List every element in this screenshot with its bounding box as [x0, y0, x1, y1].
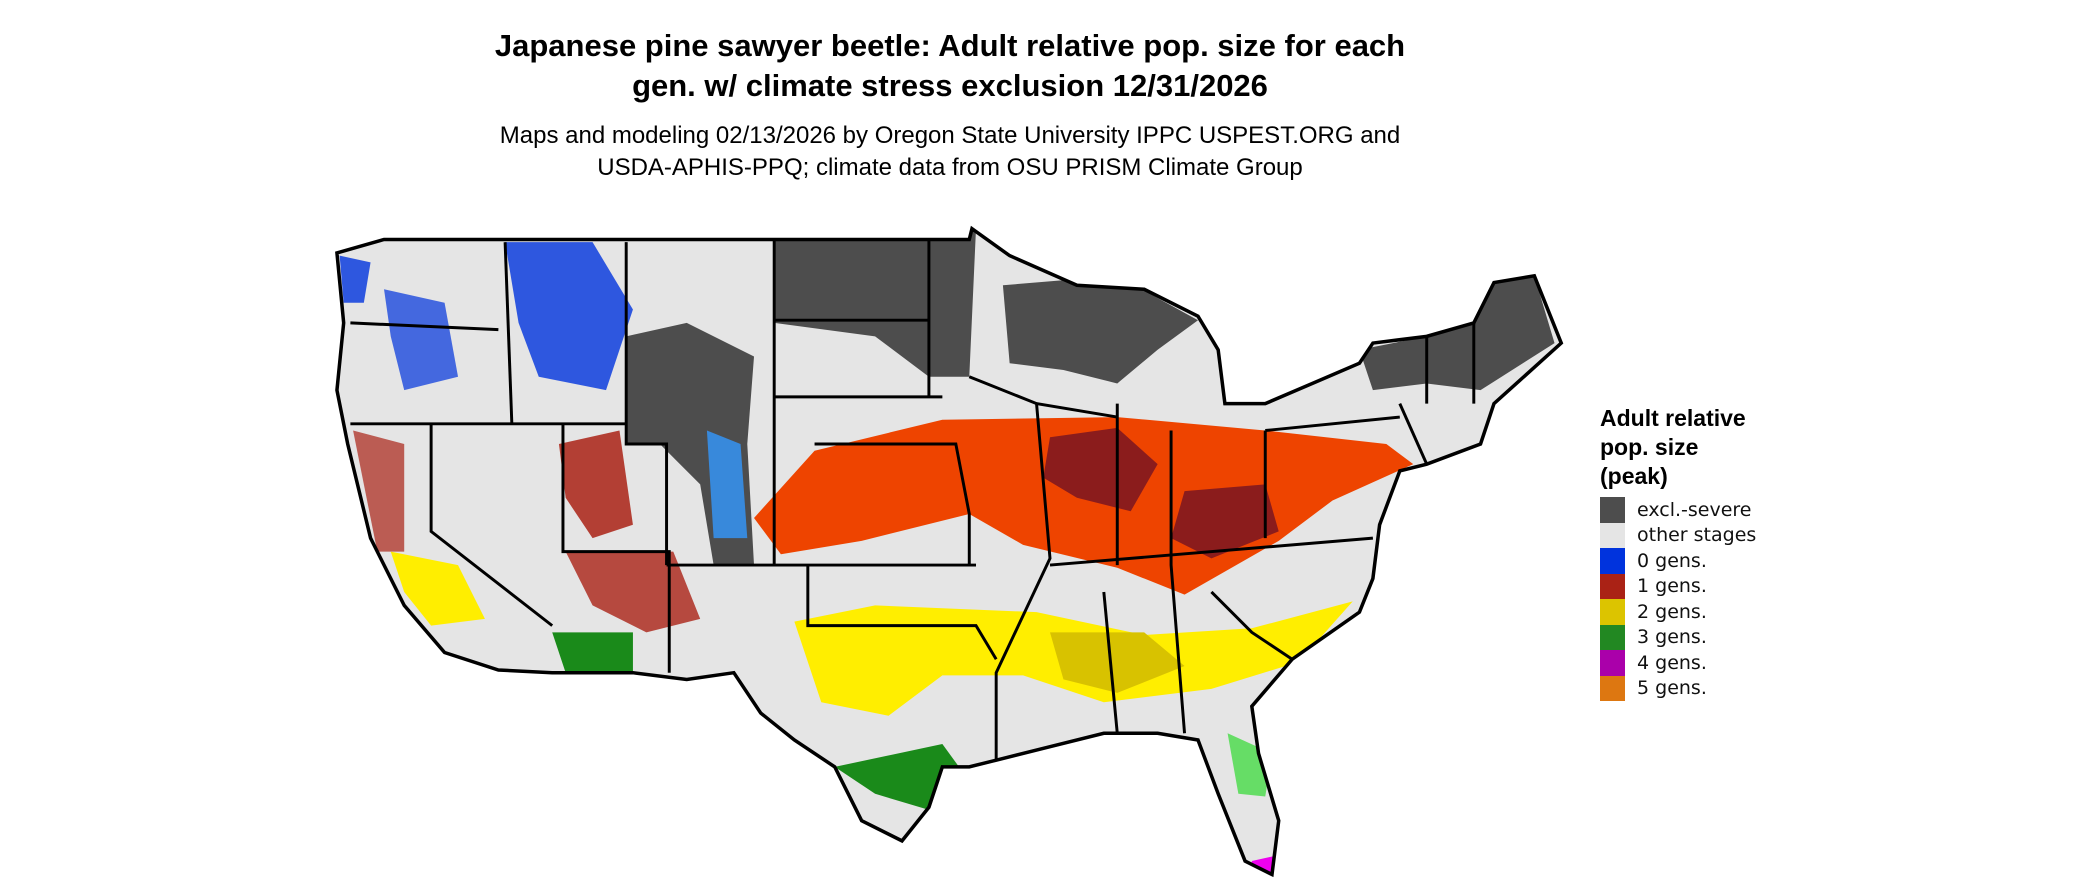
legend-label: excl.-severe	[1637, 498, 1752, 521]
three-gen-region	[552, 632, 633, 673]
legend-label: other stages	[1637, 524, 1757, 547]
subtitle-line-2: USDA-APHIS-PPQ; climate data from OSU PR…	[597, 154, 1303, 181]
state-borders	[350, 239, 1476, 761]
legend-item: other stages	[1600, 522, 1757, 548]
excl-severe-region	[1359, 275, 1555, 391]
three-gen-region	[834, 744, 964, 810]
legend-item: 0 gens.	[1600, 548, 1756, 574]
legend-swatch	[1600, 650, 1625, 676]
map-title: Japanese pine sawyer beetle: Adult relat…	[0, 26, 1900, 106]
legend-item: 5 gens.	[1600, 675, 1756, 701]
two-gen-west-region	[390, 551, 485, 626]
one-gen-west-region	[565, 551, 701, 633]
legend-swatch	[1600, 573, 1625, 599]
legend-item: 4 gens.	[1600, 650, 1756, 676]
legend-items: excl.-severe other stages 0 gens. 1 gens. 2 …	[1600, 497, 1756, 701]
title-line-1: Japanese pine sawyer beetle: Adult relat…	[494, 28, 1406, 63]
legend-swatch	[1600, 497, 1625, 523]
legend-item: 3 gens.	[1600, 624, 1756, 650]
legend-item: 1 gens.	[1600, 573, 1756, 599]
legend-item: excl.-severe	[1600, 497, 1756, 523]
one-gen-dark-region	[1043, 427, 1158, 512]
legend-swatch	[1600, 522, 1625, 548]
map-subtitle: Maps and modeling 02/13/2026 by Oregon S…	[0, 120, 1900, 184]
legend-swatch	[1600, 624, 1625, 650]
legend-swatch	[1600, 675, 1625, 701]
excl-severe-region	[774, 228, 977, 377]
legend-swatch	[1600, 548, 1625, 574]
legend-label: 2 gens.	[1637, 600, 1707, 623]
legend-swatch	[1600, 599, 1625, 625]
legend: Adult relative pop. size (peak) excl.-se…	[1600, 404, 1756, 701]
one-gen-region	[754, 417, 1414, 595]
legend-label: 5 gens.	[1637, 677, 1707, 700]
legend-label: 4 gens.	[1637, 651, 1707, 674]
zero-gen-region	[339, 255, 371, 303]
title-line-2: gen. w/ climate stress exclusion 12/31/2…	[632, 68, 1268, 103]
zero-gen-region	[706, 430, 748, 539]
subtitle-line-1: Maps and modeling 02/13/2026 by Oregon S…	[499, 122, 1401, 149]
legend-title: Adult relative pop. size (peak)	[1600, 404, 1756, 491]
one-gen-west-region	[353, 430, 405, 552]
legend-label: 0 gens.	[1637, 549, 1707, 572]
legend-label: 1 gens.	[1637, 575, 1707, 598]
excl-severe-region	[1002, 275, 1198, 384]
legend-title-line: Adult relative	[1600, 405, 1746, 431]
zero-gen-region	[384, 289, 459, 391]
legend-item: 2 gens.	[1600, 599, 1756, 625]
one-gen-west-region	[558, 430, 633, 539]
legend-label: 3 gens.	[1637, 626, 1707, 649]
legend-title-line: (peak)	[1600, 463, 1668, 489]
one-gen-dark-region	[1171, 484, 1279, 559]
zero-gen-region	[505, 242, 633, 391]
legend-title-line: pop. size	[1600, 434, 1699, 460]
two-gen-dark-region	[1050, 632, 1185, 693]
